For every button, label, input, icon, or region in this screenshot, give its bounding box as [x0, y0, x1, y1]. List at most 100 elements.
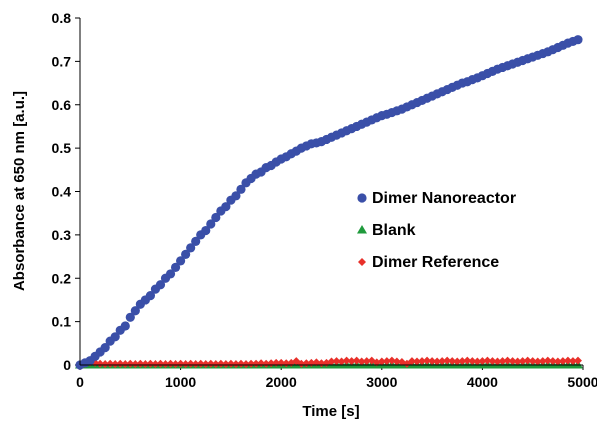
circle-point [211, 212, 221, 223]
circle-point [165, 269, 176, 279]
diamond-point [362, 357, 371, 366]
diamond-point [312, 358, 321, 367]
diamond-point [226, 359, 235, 368]
diamond-point [327, 357, 336, 366]
y-axis-title: Absorbance at 650 nm [a.u.] [11, 91, 28, 291]
diamond-point [407, 357, 416, 366]
diamond-point [171, 360, 180, 369]
circle-point [181, 249, 191, 259]
diamond-point [418, 357, 427, 366]
y-tick-label: 0.1 [52, 314, 72, 330]
x-tick-label: 5000 [567, 374, 597, 390]
x-axis-title: Time [s] [302, 403, 359, 420]
diamond-point [463, 356, 472, 365]
diamond-point [438, 357, 447, 366]
diamond-point [241, 360, 250, 369]
circle-point [206, 219, 216, 229]
diamond-point [413, 357, 422, 366]
diamond-point [236, 359, 245, 368]
diamond-point [186, 359, 195, 368]
diamond-point [161, 360, 170, 369]
diamond-point [392, 357, 401, 366]
diamond-point [191, 360, 200, 369]
diamond-point [387, 356, 396, 365]
diamond-point [498, 357, 507, 366]
diamond-point [156, 359, 165, 368]
legend-marker-diamond [358, 258, 366, 266]
y-tick-label: 0.4 [52, 184, 72, 200]
diamond-point [372, 358, 381, 367]
circle-point [221, 202, 231, 212]
diamond-point [196, 359, 205, 368]
legend-marker-triangle [357, 225, 367, 234]
x-tick-labels: 0 1000 2000 3000 4000 5000 [76, 365, 597, 390]
circle-point [125, 312, 135, 322]
diamond-point [468, 357, 477, 366]
circle-point [176, 256, 186, 266]
diamond-point [176, 359, 185, 368]
y-tick-label: 0.2 [52, 270, 72, 286]
diamond-point [166, 359, 175, 368]
diamond-point [201, 360, 210, 369]
diamond-point [563, 356, 572, 365]
diamond-point [101, 360, 110, 369]
diamond-point [382, 357, 391, 366]
diamond-point [131, 360, 140, 369]
diamond-point [337, 357, 346, 366]
legend-entry-label: Blank [372, 222, 416, 239]
diamond-point [342, 356, 351, 365]
diamond-point [533, 357, 542, 366]
x-tick-label: 4000 [467, 374, 498, 390]
y-tick-label: 0.5 [52, 140, 72, 156]
diamond-point [433, 357, 442, 366]
legend: Dimer Nanoreactor Blank Dimer Reference [357, 190, 516, 271]
diamond-point [453, 357, 462, 366]
diamond-point [111, 360, 120, 369]
legend-marker-circle [357, 193, 367, 203]
circle-point [191, 236, 201, 246]
diamond-point [478, 357, 487, 366]
diamond-point [493, 357, 502, 366]
diamond-point [443, 356, 452, 365]
circle-point [110, 332, 120, 342]
circle-point [201, 225, 211, 236]
diamond-point [231, 360, 240, 369]
circle-point [236, 184, 246, 194]
diamond-point [297, 359, 306, 368]
y-tick-label: 0.6 [52, 97, 72, 113]
diamond-point [513, 357, 522, 366]
circle-point [145, 291, 156, 301]
legend-entry-label: Dimer Nanoreactor [372, 190, 516, 207]
diamond-point [151, 360, 160, 369]
diamond-point [357, 357, 366, 366]
diamond-point [126, 359, 135, 368]
x-tick-label: 2000 [266, 374, 297, 390]
diamond-point [528, 357, 537, 366]
diamond-point [181, 360, 190, 369]
diamond-point [473, 357, 482, 366]
y-tick-label: 0.8 [52, 10, 72, 26]
diamond-point [518, 357, 527, 366]
diamond-point [573, 356, 582, 365]
diamond-point [352, 356, 361, 365]
x-tick-label: 1000 [165, 374, 196, 390]
y-tick-label: 0 [63, 357, 71, 373]
diamond-point [543, 356, 552, 365]
diamond-point [247, 359, 256, 368]
diamond-point [548, 357, 557, 366]
x-tick-label: 0 [76, 374, 84, 390]
diamond-point [448, 357, 457, 366]
series-dimer-nanoreactor [75, 35, 583, 370]
diamond-point [503, 356, 512, 365]
diamond-point [483, 356, 492, 365]
x-tick-label: 3000 [366, 374, 397, 390]
diamond-point [206, 359, 215, 368]
diamond-point [262, 359, 271, 368]
y-tick-label: 0.3 [52, 227, 72, 243]
series-layer [75, 35, 583, 370]
diamond-point [146, 359, 155, 368]
diamond-point [568, 357, 577, 366]
diamond-point [96, 359, 105, 368]
circle-point [130, 306, 140, 316]
